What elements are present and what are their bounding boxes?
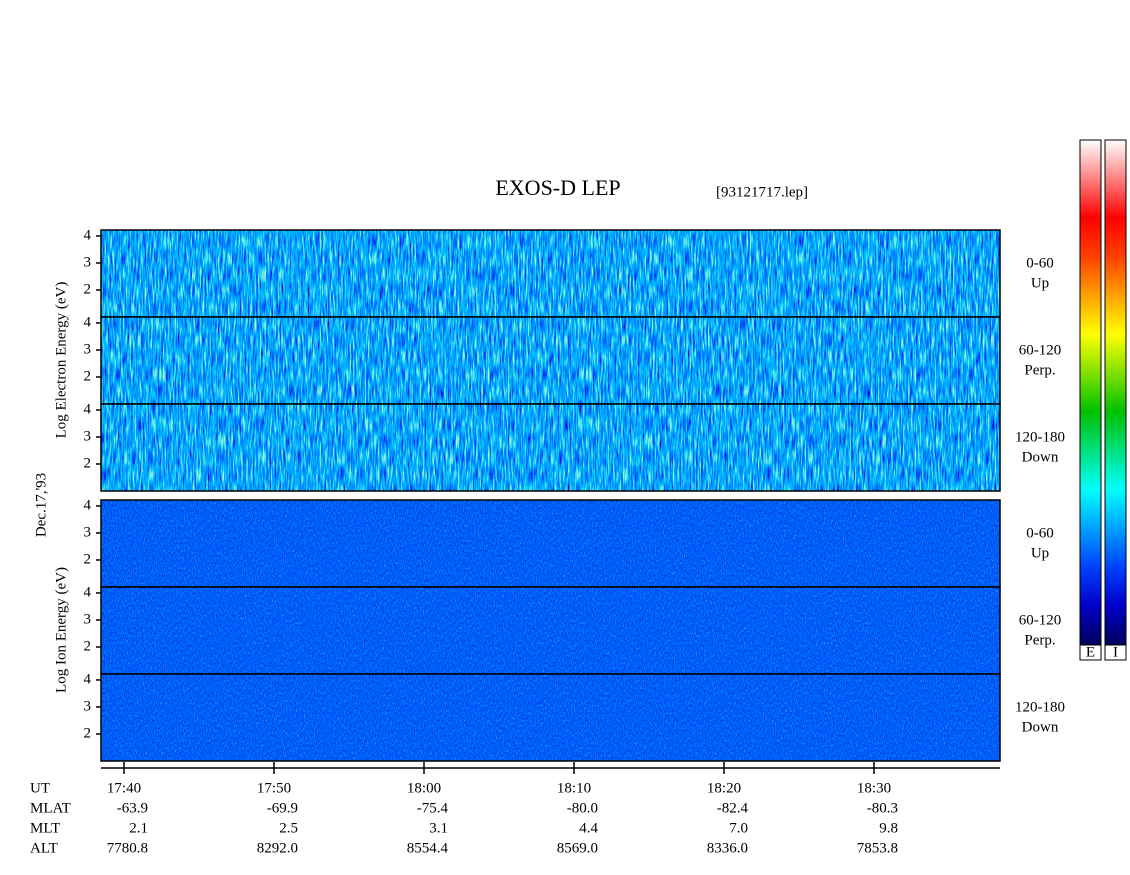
group-label: Log Electron Energy (eV) [53,282,69,439]
y-tick-label: 4 [84,314,92,330]
spectrogram-panel [101,500,1000,587]
ephemeris-value: 8554.4 [407,840,449,856]
spectrogram-panel [101,587,1000,674]
x-tick-label: 18:20 [707,780,741,796]
spectrogram-panel [101,230,1000,317]
colorbar-label: I [1113,644,1118,660]
colorbar-label-box [1104,644,1127,661]
ephemeris-label: ALT [30,840,58,856]
panel-direction: Perp. [1024,632,1055,648]
ephemeris-value: -69.9 [267,800,298,816]
panel-direction: Down [1022,719,1059,735]
ephemeris-value: 2.1 [129,820,148,836]
panel-direction: Up [1031,275,1049,291]
x-tick-label: 18:10 [557,780,591,796]
y-tick-label: 4 [84,401,92,417]
ephemeris-value: 7853.8 [857,840,898,856]
ephemeris-value: -80.3 [867,800,898,816]
ephemeris-value: 7780.8 [107,840,148,856]
y-tick-label: 4 [84,671,92,687]
x-tick-label: 18:00 [407,780,441,796]
y-tick-label: 3 [84,611,92,627]
ephemeris-value: 2.5 [279,820,298,836]
ephemeris-value: 8292.0 [257,840,298,856]
x-tick-label: 18:30 [857,780,891,796]
spectrogram-panel [101,674,1000,761]
y-tick-label: 3 [84,698,92,714]
ephemeris-value: 8336.0 [707,840,748,856]
ephemeris-value: 8569.0 [557,840,598,856]
colorbar-label-box [1079,644,1102,661]
y-tick-label: 3 [84,428,92,444]
ephemeris-value: 9.8 [879,820,898,836]
spectrogram-panel [101,317,1000,404]
panel-range: 0-60 [1026,255,1054,271]
ephemeris-value: -80.0 [567,800,598,816]
chart-title: EXOS-D LEP [495,175,620,200]
panel-range: 0-60 [1026,525,1054,541]
ephemeris-value: -75.4 [417,800,449,816]
ephemeris-value: 3.1 [429,820,448,836]
group-label: Log Ion Energy (eV) [53,567,69,693]
y-tick-label: 2 [84,368,92,384]
y-tick-label: 3 [84,341,92,357]
ephemeris-value: 4.4 [579,820,598,836]
y-tick-label: 3 [84,524,92,540]
panel-frame [100,673,1001,762]
x-tick-label: 17:50 [257,780,291,796]
panel-direction: Up [1031,545,1049,561]
colorbar [1104,139,1127,646]
y-tick-label: 2 [84,455,92,471]
y-tick-label: 3 [84,254,92,270]
ephemeris-label: MLT [30,820,60,836]
panel-range: 120-180 [1015,699,1065,715]
y-tick-label: 4 [84,497,92,513]
panel-range: 120-180 [1015,429,1065,445]
ephemeris-value: -63.9 [117,800,148,816]
panel-range: 60-120 [1019,612,1062,628]
y-tick-label: 2 [84,281,92,297]
ephemeris-value: 7.0 [729,820,748,836]
date-label: Dec.17,'93 [33,473,49,537]
spectrogram-panel [101,404,1000,491]
colorbar [1079,139,1102,646]
y-tick-label: 2 [84,725,92,741]
y-tick-label: 2 [84,551,92,567]
chart-subtitle: [93121717.lep] [716,184,808,200]
ephemeris-value: -82.4 [717,800,749,816]
y-tick-label: 2 [84,638,92,654]
y-tick-label: 4 [84,227,92,243]
ephemeris-label: MLAT [30,800,71,816]
colorbar-label: E [1086,644,1095,660]
x-tick-label: 17:40 [107,780,141,796]
panel-direction: Perp. [1024,362,1055,378]
panel-direction: Down [1022,449,1059,465]
x-axis-label: UT [30,780,50,796]
panel-frame [100,403,1001,492]
panel-range: 60-120 [1019,342,1062,358]
y-tick-label: 4 [84,584,92,600]
